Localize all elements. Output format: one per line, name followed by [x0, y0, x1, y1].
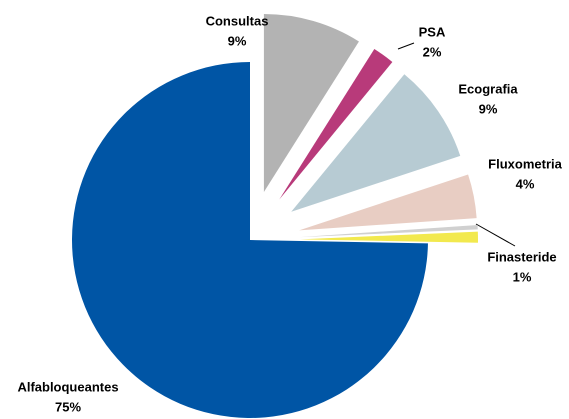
- pie-slice: [72, 62, 428, 418]
- slice-label: Ecografia: [458, 81, 518, 96]
- slice-value-label: 75%: [55, 399, 81, 414]
- leader-line: [475, 223, 516, 247]
- leader-line: [397, 42, 415, 50]
- slice-label: Consultas: [206, 13, 269, 28]
- slice-label: Fluxometria: [488, 156, 562, 171]
- slice-value-label: 9%: [228, 33, 247, 48]
- pie-slice: [263, 13, 359, 192]
- slice-label: Alfabloqueantes: [17, 379, 118, 394]
- slice-value-label: 1%: [513, 269, 532, 284]
- slice-value-label: 2%: [423, 44, 442, 59]
- pie-slice: [299, 231, 478, 243]
- slice-label: Finasteride: [487, 249, 556, 264]
- pie-slice: [291, 74, 461, 212]
- pie-slice: [299, 224, 478, 238]
- slice-value-label: 9%: [479, 101, 498, 116]
- slice-label: PSA: [419, 24, 446, 39]
- slice-value-label: 4%: [516, 176, 535, 191]
- pie-slice: [299, 174, 477, 231]
- pie-slice: [279, 48, 393, 200]
